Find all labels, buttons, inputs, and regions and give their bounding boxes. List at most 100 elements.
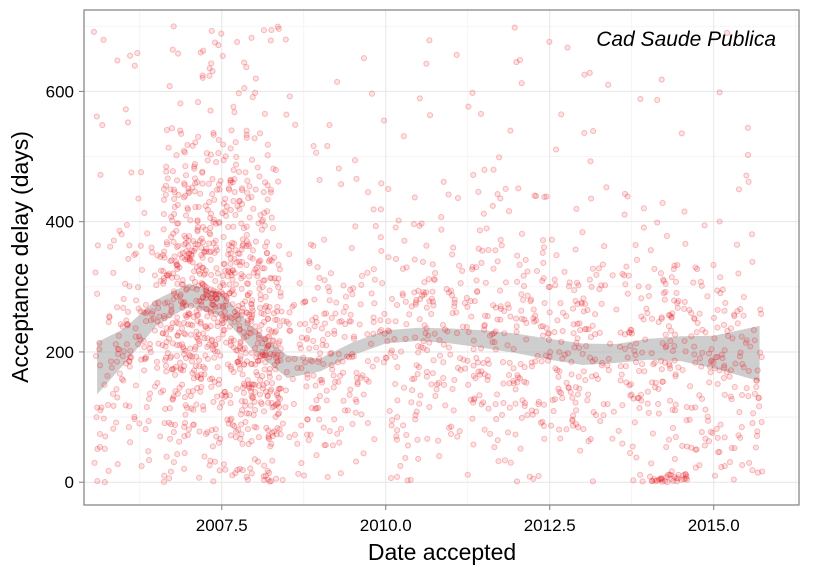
data-point <box>132 250 139 257</box>
data-point <box>494 191 501 198</box>
data-point <box>714 306 721 313</box>
data-point <box>173 319 180 326</box>
data-point <box>679 442 686 449</box>
data-point <box>692 359 699 366</box>
data-point <box>207 151 214 158</box>
data-point <box>413 408 420 415</box>
data-point <box>94 404 101 411</box>
data-point <box>262 352 270 359</box>
data-point <box>232 470 239 477</box>
data-point <box>97 171 104 178</box>
data-point <box>185 426 192 433</box>
data-point <box>380 359 387 366</box>
data-point <box>222 315 229 322</box>
data-point <box>185 250 192 257</box>
data-point <box>225 420 232 427</box>
data-point <box>745 367 752 375</box>
data-point <box>180 346 187 353</box>
data-point <box>662 331 669 338</box>
data-point <box>481 323 488 330</box>
data-point <box>358 411 365 418</box>
data-point <box>200 363 207 370</box>
data-point <box>470 171 477 178</box>
data-point <box>185 188 192 195</box>
data-point <box>262 304 269 311</box>
data-point <box>246 410 253 417</box>
data-point <box>262 359 269 366</box>
data-point <box>173 152 180 159</box>
data-point <box>491 329 498 337</box>
data-point <box>520 283 528 290</box>
data-point <box>267 37 274 44</box>
data-point <box>277 357 284 364</box>
data-point <box>148 310 155 317</box>
data-point <box>440 359 447 366</box>
data-point <box>237 435 244 442</box>
data-point <box>524 292 531 299</box>
data-point <box>213 288 220 295</box>
data-point <box>248 438 255 445</box>
data-point <box>353 374 361 381</box>
data-point <box>693 329 700 336</box>
x-axis-label: Date accepted <box>368 539 516 565</box>
data-point <box>339 369 347 376</box>
data-point <box>749 420 756 427</box>
data-point <box>395 217 402 224</box>
data-point <box>423 368 430 375</box>
data-point <box>527 298 534 305</box>
data-point <box>658 315 665 322</box>
data-point <box>230 291 237 298</box>
data-point <box>367 340 375 347</box>
data-point <box>248 361 255 368</box>
data-point <box>668 274 675 281</box>
data-point <box>561 351 568 358</box>
data-point <box>661 477 669 485</box>
data-point <box>239 242 246 249</box>
data-point <box>244 317 252 324</box>
data-point <box>258 226 265 233</box>
data-point <box>688 333 695 340</box>
data-point <box>470 362 477 369</box>
data-points <box>90 23 766 486</box>
data-point <box>754 469 761 476</box>
data-point <box>239 371 246 378</box>
data-point <box>696 462 703 469</box>
data-point <box>506 404 513 411</box>
data-point <box>419 258 427 265</box>
data-point <box>586 276 593 283</box>
data-point <box>213 296 220 303</box>
data-point <box>571 344 578 351</box>
data-point <box>505 208 513 215</box>
data-point <box>506 380 513 387</box>
data-point <box>545 330 552 337</box>
data-point <box>94 290 101 297</box>
data-point <box>168 233 175 241</box>
data-point <box>141 209 148 216</box>
data-point <box>261 222 268 229</box>
data-point <box>664 479 671 486</box>
data-point <box>167 326 174 333</box>
data-point <box>692 264 699 271</box>
data-point <box>428 381 435 388</box>
data-point <box>209 191 216 198</box>
data-point <box>263 344 271 351</box>
data-point <box>267 186 274 193</box>
data-point <box>619 402 626 409</box>
data-point <box>470 346 477 353</box>
data-point <box>245 273 253 280</box>
data-point <box>476 392 483 399</box>
data-point <box>309 317 316 324</box>
data-point <box>530 315 537 322</box>
data-point <box>621 190 629 197</box>
data-point <box>392 380 399 388</box>
data-point <box>225 223 232 231</box>
data-point <box>467 396 475 403</box>
data-point <box>198 371 205 378</box>
data-point <box>164 299 171 306</box>
data-point <box>238 431 245 438</box>
data-point <box>198 301 205 308</box>
data-point <box>388 422 395 429</box>
data-point <box>307 357 314 364</box>
data-point <box>228 243 235 250</box>
data-point <box>586 354 593 361</box>
